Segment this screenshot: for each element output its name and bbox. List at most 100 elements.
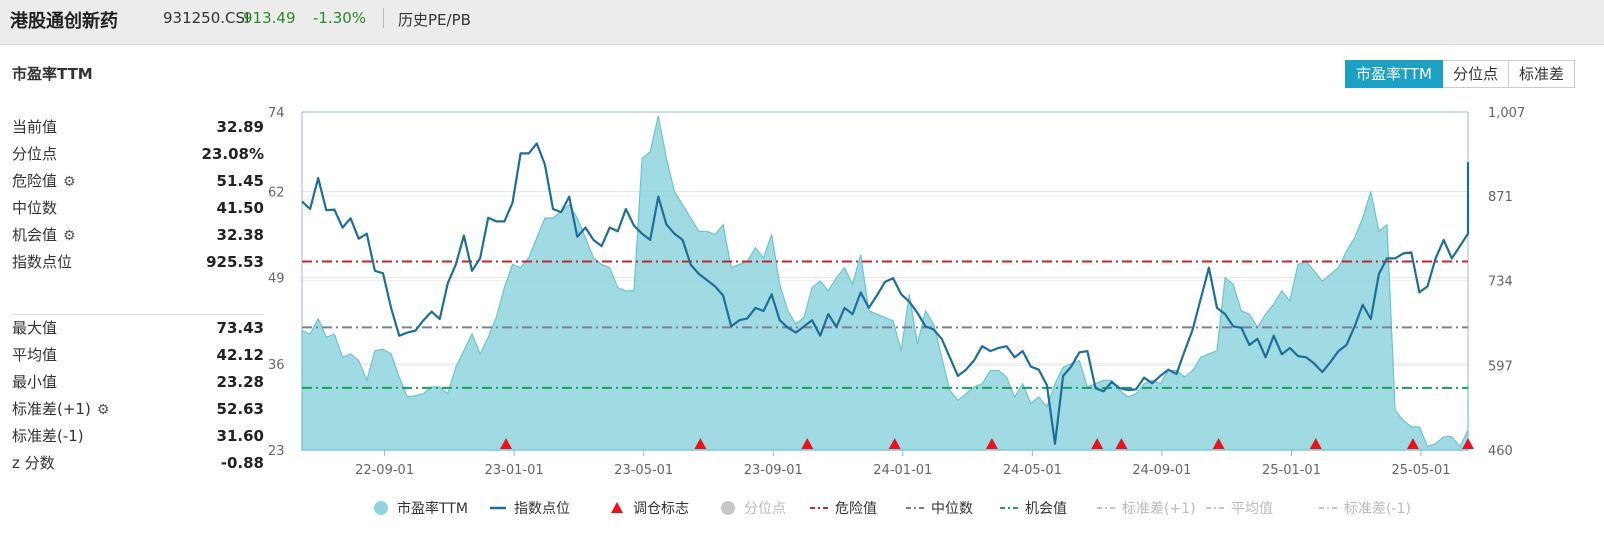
stat-value: 32.89	[216, 118, 264, 136]
legend-item[interactable]: 危险值	[810, 501, 877, 517]
toggle-stddev-button[interactable]: 标准差	[1509, 60, 1576, 88]
stat-row: 最小值 23.28	[12, 369, 264, 396]
stat-label: 中位数	[12, 195, 57, 222]
index-name: 港股通创新药	[10, 11, 118, 32]
stat-label: 最小值	[12, 369, 57, 396]
gear-icon[interactable]: ⚙	[96, 402, 110, 418]
toggle-percentile-button[interactable]: 分位点	[1443, 60, 1510, 88]
x-tick-label: 25-01-01	[1262, 463, 1321, 478]
legend-triangle-icon	[611, 502, 623, 513]
stat-label-text: 指数点位	[12, 253, 73, 271]
x-tick-label: 24-05-01	[1003, 463, 1062, 478]
stat-value: -0.88	[220, 454, 264, 472]
y-right-tick-label: 1,007	[1488, 106, 1525, 121]
rebalance-marker	[1091, 438, 1104, 449]
y-left-tick-label: 23	[268, 444, 285, 459]
rebalance-marker	[1212, 438, 1225, 449]
stat-label: 最大值	[12, 315, 57, 342]
stat-label: 当前值	[12, 114, 57, 141]
x-tick-label: 23-09-01	[744, 463, 803, 478]
stat-label: 平均值	[12, 342, 57, 369]
y-left-tick-label: 74	[268, 106, 285, 121]
stat-label-text: 标准差(+1)	[12, 400, 91, 418]
stat-value: 32.38	[216, 226, 264, 244]
legend-item[interactable]: 平均值	[1206, 501, 1273, 517]
y-right-tick-label: 460	[1488, 444, 1513, 459]
y-right-tick-label: 597	[1488, 359, 1513, 374]
gear-icon[interactable]: ⚙	[63, 228, 76, 244]
stat-row: 标准差(-1) 31.60	[12, 423, 264, 450]
legend-item[interactable]: 调仓标志	[611, 501, 689, 517]
legend-label: 中位数	[931, 501, 973, 517]
stat-label-text: 最大值	[12, 319, 58, 337]
toggle-pe-button[interactable]: 市盈率TTM	[1345, 60, 1444, 88]
stat-row: 最大值 73.43	[12, 315, 264, 342]
stats-panel: 当前值 32.89 分位点 23.08% 危险值 ⚙ 51.45 中位数 41.50 机会值 ⚙ 32…	[12, 114, 264, 477]
rebalance-marker	[888, 438, 901, 449]
legend-label: 指数点位	[514, 501, 570, 517]
stat-label-text: 分位点	[12, 145, 58, 163]
index-header: 港股通创新药 931250.CSI 913.49 -1.30% 历史PE/PB	[0, 0, 1604, 45]
legend-item[interactable]: 标准差(-1)	[1319, 501, 1411, 517]
rebalance-marker	[500, 438, 513, 449]
y-left-tick-label: 49	[268, 272, 285, 287]
x-tick-label: 24-01-01	[873, 463, 932, 478]
legend-item[interactable]: 指数点位	[490, 501, 570, 517]
y-right-tick-label: 734	[1488, 275, 1513, 290]
legend-item[interactable]: 分位点	[721, 501, 786, 517]
legend-item[interactable]: 市盈率TTM	[374, 500, 468, 517]
chart-legend: 市盈率TTM 指数点位 调仓标志 分位点 危险值 中位数 机会值 标准差(+1) 平均值 标准差(…	[374, 500, 1411, 517]
legend-item[interactable]: 标准差(+1)	[1097, 501, 1196, 517]
legend-label: 机会值	[1025, 501, 1067, 517]
legend-item[interactable]: 机会值	[1000, 501, 1067, 517]
y-left-tick-label: 36	[268, 358, 285, 373]
legend-label: 标准差(+1)	[1122, 501, 1196, 517]
stat-row: 当前值 32.89	[12, 114, 264, 141]
history-pe-pb-link[interactable]: 历史PE/PB	[398, 11, 471, 29]
rebalance-marker	[1406, 438, 1419, 449]
stat-row: 危险值 ⚙ 51.45	[12, 168, 264, 195]
stat-value: 925.53	[206, 253, 264, 271]
stats-group-current: 当前值 32.89 分位点 23.08% 危险值 ⚙ 51.45 中位数 41.50 机会值 ⚙ 32…	[12, 114, 264, 276]
legend-circle-icon	[721, 501, 735, 515]
rebalance-marker	[1309, 438, 1322, 449]
rebalance-marker	[801, 438, 814, 449]
rebalance-marker	[1462, 438, 1474, 449]
stat-row: 指数点位 925.53	[12, 249, 264, 276]
rebalance-marker	[985, 438, 998, 449]
stat-row: 平均值 42.12	[12, 342, 264, 369]
gear-icon[interactable]: ⚙	[63, 174, 76, 190]
stat-label-text: z 分数	[12, 454, 55, 472]
metric-toggle: 市盈率TTM 分位点 标准差	[1345, 60, 1576, 88]
stat-row: 标准差(+1) ⚙ 52.63	[12, 396, 264, 423]
index-change: -1.30%	[313, 9, 367, 27]
stats-group-history: 最大值 73.43 平均值 42.12 最小值 23.28 标准差(+1) ⚙ 52.63 标准差…	[12, 315, 264, 477]
stat-value: 52.63	[216, 400, 264, 418]
x-tick-label: 23-01-01	[485, 463, 544, 478]
stat-label: 指数点位	[12, 249, 72, 276]
stat-label: 分位点	[12, 141, 57, 168]
stat-label-text: 最小值	[12, 373, 58, 391]
stat-label-text: 平均值	[12, 346, 58, 364]
stat-value: 23.08%	[201, 145, 264, 163]
stat-value: 42.12	[216, 346, 264, 364]
stat-value: 41.50	[216, 199, 264, 217]
rebalance-marker	[694, 438, 707, 449]
stat-label: 标准差(+1) ⚙	[12, 396, 109, 424]
stat-label-text: 标准差(-1)	[12, 427, 84, 445]
stat-label: 标准差(-1)	[12, 423, 84, 450]
legend-label: 分位点	[744, 501, 786, 517]
stat-label: z 分数	[12, 450, 55, 477]
stat-label-text: 危险值	[12, 172, 58, 190]
legend-label: 平均值	[1231, 501, 1273, 517]
stat-value: 23.28	[216, 373, 264, 391]
legend-item[interactable]: 中位数	[906, 501, 973, 517]
stat-label-text: 机会值	[12, 226, 58, 244]
stats-divider	[12, 314, 264, 315]
x-tick-label: 25-05-01	[1392, 463, 1451, 478]
rebalance-marker	[1115, 438, 1128, 449]
index-price: 913.49	[243, 9, 296, 27]
header-divider	[383, 8, 384, 28]
x-tick-label: 24-09-01	[1132, 463, 1191, 478]
index-line-series	[301, 142, 1470, 445]
